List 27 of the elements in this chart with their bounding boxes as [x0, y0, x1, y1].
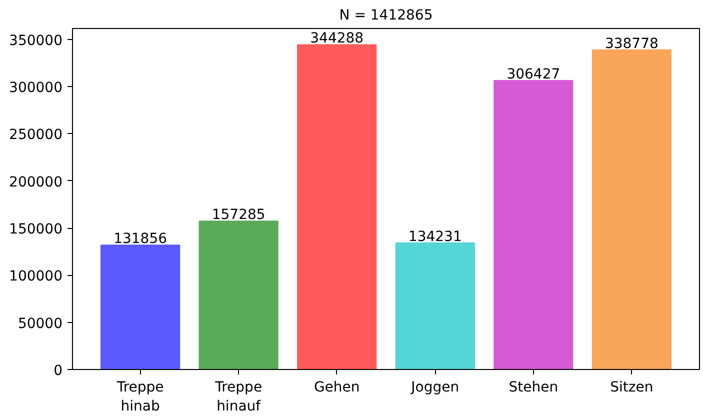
bar: [198, 220, 278, 370]
y-tick-label: 350000: [9, 32, 63, 49]
y-tick-label: 100000: [9, 268, 63, 285]
data-label: 344288: [310, 30, 364, 47]
data-label: 306427: [506, 66, 560, 82]
y-tick-label: 0: [54, 363, 63, 379]
bar: [592, 49, 672, 370]
y-tick-label: 50000: [18, 316, 63, 332]
chart-title: N = 1412865: [339, 8, 433, 24]
data-label: 338778: [604, 36, 658, 52]
bar: [395, 242, 475, 370]
x-tick-label: Treppe hinauf: [214, 380, 262, 415]
data-label: 157285: [212, 207, 266, 224]
x-tick-label: Sitzen: [610, 380, 654, 396]
bar: [100, 244, 180, 370]
x-tick-label: Joggen: [410, 380, 460, 396]
x-tick-label: Gehen: [314, 380, 360, 396]
y-tick-label: 300000: [9, 80, 63, 96]
x-tick-label: Stehen: [508, 380, 558, 396]
y-tick-label: 200000: [9, 174, 63, 190]
y-tick-label: 250000: [9, 127, 63, 144]
bar: [297, 44, 377, 370]
bar: [494, 80, 574, 370]
data-label: 131856: [114, 231, 168, 248]
y-tick-label: 150000: [9, 222, 63, 238]
x-tick-label: Treppe hinab: [116, 380, 164, 415]
data-label: 134231: [408, 228, 462, 245]
